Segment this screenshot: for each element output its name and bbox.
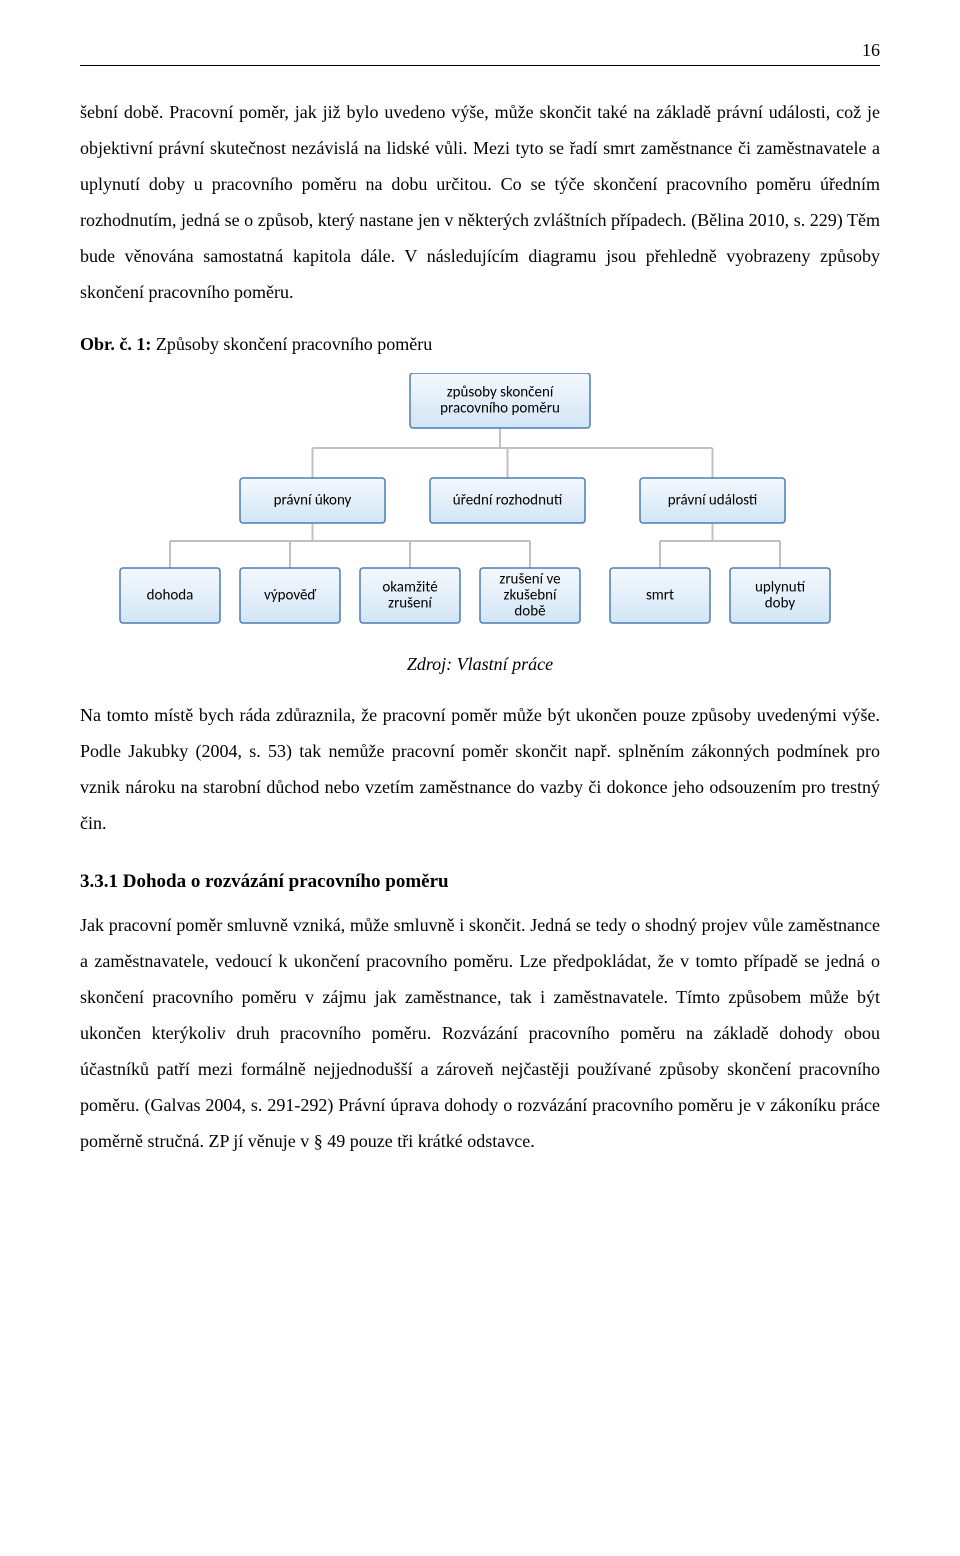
figure-caption: Obr. č. 1: Způsoby skončení pracovního p… xyxy=(80,334,880,355)
svg-text:právní úkony: právní úkony xyxy=(274,492,352,510)
svg-text:pracovního poměru: pracovního poměru xyxy=(440,400,560,418)
svg-text:doby: doby xyxy=(765,595,796,613)
page-number: 16 xyxy=(80,40,880,61)
paragraph-3: Jak pracovní poměr smluvně vzniká, může … xyxy=(80,907,880,1159)
svg-text:právní události: právní události xyxy=(668,492,758,510)
caption-text: Způsoby skončení pracovního poměru xyxy=(151,334,432,354)
svg-text:smrt: smrt xyxy=(646,587,674,605)
svg-text:výpověď: výpověď xyxy=(264,587,316,605)
tree-diagram: způsoby skončenípracovního poměruprávní … xyxy=(80,373,880,638)
svg-text:době: době xyxy=(514,603,545,621)
header-rule xyxy=(80,65,880,66)
paragraph-2: Na tomto místě bych ráda zdůraznila, že … xyxy=(80,697,880,841)
figure-source: Zdroj: Vlastní práce xyxy=(80,654,880,675)
section-heading: 3.3.1 Dohoda o rozvázání pracovního pomě… xyxy=(80,871,880,893)
caption-label: Obr. č. 1: xyxy=(80,334,151,354)
svg-text:dohoda: dohoda xyxy=(147,587,194,605)
paragraph-1: šební době. Pracovní poměr, jak již bylo… xyxy=(80,94,880,310)
svg-text:zrušení: zrušení xyxy=(388,595,432,613)
svg-text:úřední rozhodnutí: úřední rozhodnutí xyxy=(453,492,563,510)
